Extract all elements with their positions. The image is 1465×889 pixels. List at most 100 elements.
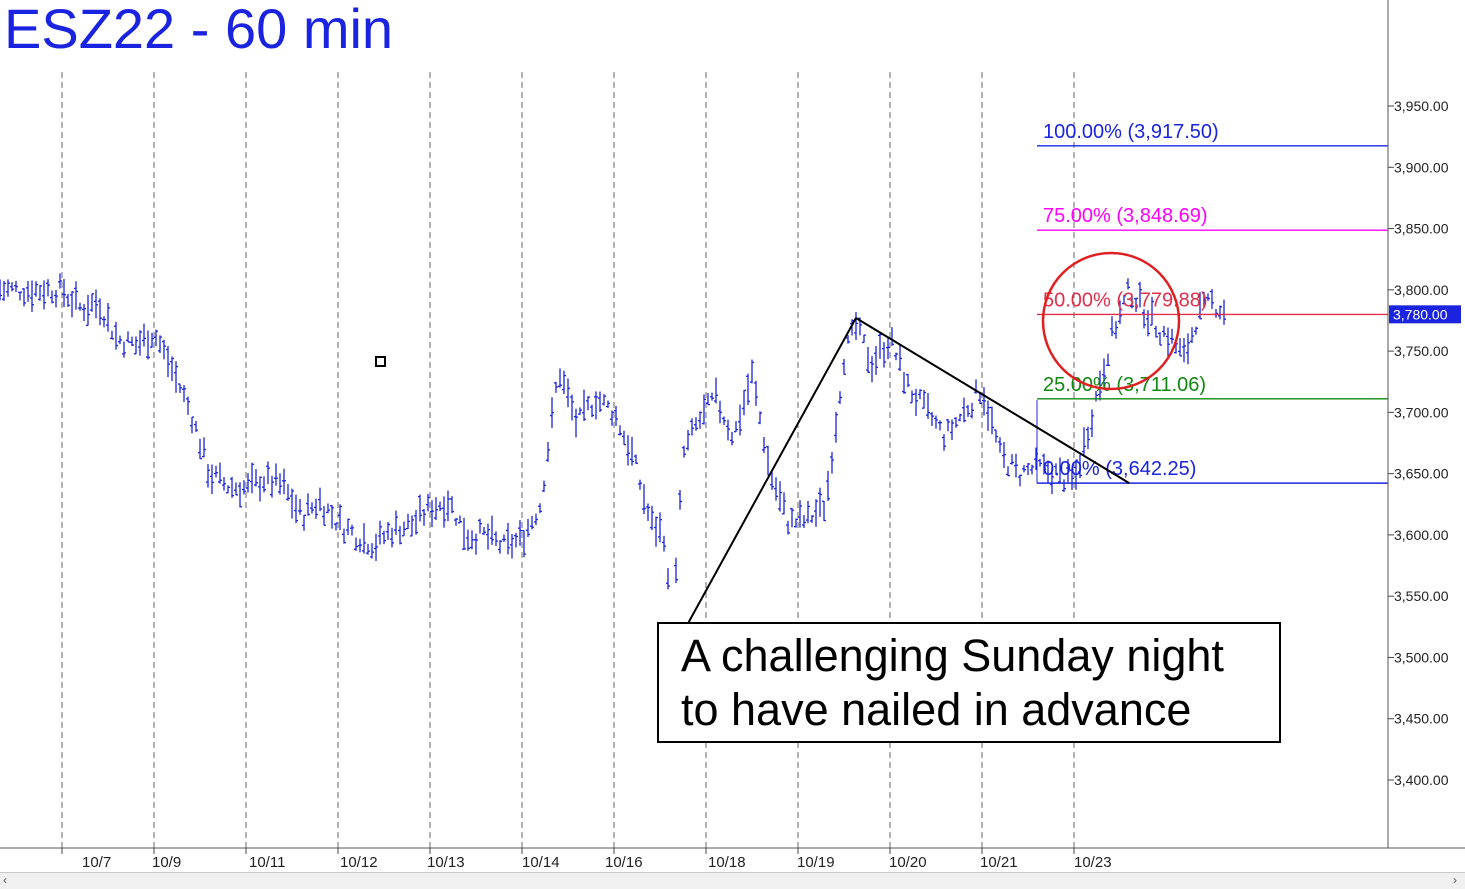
price-bar [230, 476, 234, 498]
price-bar [678, 490, 682, 510]
price-bar [1150, 296, 1154, 326]
price-bar [278, 473, 282, 495]
price-bar [50, 290, 54, 304]
price-bar [1090, 409, 1094, 438]
price-bar [998, 437, 1002, 453]
price-bar [1162, 325, 1166, 337]
price-bar [182, 385, 186, 402]
price-bar [202, 437, 206, 458]
price-bar [382, 530, 386, 545]
price-bar [298, 499, 302, 515]
x-tick-label: 10/19 [797, 854, 835, 871]
price-bar [390, 527, 394, 548]
price-bar [142, 323, 146, 347]
price-bar [1018, 474, 1022, 487]
price-bar [538, 503, 542, 514]
price-bar [1122, 294, 1126, 305]
price-bar [1110, 316, 1114, 337]
highlight-circle [1041, 251, 1181, 391]
price-bar [190, 416, 194, 434]
price-bar [630, 436, 634, 466]
price-bar [594, 391, 598, 420]
scroll-right-icon[interactable]: › [1453, 873, 1457, 887]
price-bar [1154, 325, 1158, 338]
price-bar [1186, 333, 1190, 365]
price-bar [30, 280, 34, 313]
price-bar [110, 330, 114, 340]
price-bar [950, 419, 954, 440]
price-bar [1014, 453, 1018, 478]
price-bar [94, 289, 98, 319]
price-bar [846, 335, 850, 344]
price-bar [786, 520, 790, 535]
x-tick-label: 10/13 [427, 854, 465, 871]
price-bar [726, 419, 730, 441]
price-bar [38, 284, 42, 301]
price-bar [694, 417, 698, 431]
price-bar [742, 389, 746, 416]
price-bar [350, 524, 354, 536]
price-bar [1106, 353, 1110, 366]
price-bar [362, 523, 366, 554]
fib-target-label: 0.00% (3,642.25) [1043, 458, 1196, 480]
price-bar [1074, 459, 1078, 490]
price-bar [590, 404, 594, 418]
price-bar [614, 405, 618, 426]
price-bar [802, 514, 806, 528]
price-bar [754, 380, 758, 406]
price-bar [718, 400, 722, 424]
price-bar [570, 394, 574, 421]
price-bar [158, 335, 162, 353]
horizontal-scrollbar[interactable]: ‹ › [0, 872, 1465, 889]
y-tick-label: 3,400.00 [1394, 772, 1449, 788]
y-tick-label: 3,950.00 [1394, 98, 1449, 114]
price-bar [878, 333, 882, 359]
price-bar [438, 501, 442, 512]
price-bar [662, 535, 666, 552]
x-tick-label: 10/21 [980, 854, 1018, 871]
price-bar [70, 291, 74, 318]
price-bar [966, 405, 970, 417]
price-bar [578, 407, 582, 415]
price-bar [466, 529, 470, 551]
price-bar [198, 438, 202, 460]
price-bar [1158, 332, 1162, 346]
price-bar [930, 412, 934, 426]
price-bar [758, 411, 762, 425]
price-bar [918, 389, 922, 400]
price-bar [174, 361, 178, 393]
price-bar [810, 515, 814, 523]
price-bar [286, 484, 290, 501]
price-bar [1042, 453, 1046, 475]
price-bar [646, 503, 650, 521]
y-tick-label: 3,500.00 [1394, 649, 1449, 665]
x-tick-label: 10/12 [340, 854, 378, 871]
price-bar [658, 512, 662, 543]
price-bar [262, 476, 266, 493]
price-bar [322, 506, 326, 526]
price-bar [814, 499, 818, 527]
price-bar [426, 493, 430, 512]
x-tick-label: 10/9 [152, 854, 181, 871]
price-bar [602, 394, 606, 406]
price-bar [518, 520, 522, 546]
price-bar [1114, 321, 1118, 339]
scroll-left-icon[interactable]: ‹ [3, 873, 7, 887]
abc-pattern-line [671, 317, 857, 654]
price-bar [418, 494, 422, 522]
price-bar [270, 475, 274, 498]
y-tick-label: 3,750.00 [1394, 343, 1449, 359]
price-bar [722, 416, 726, 425]
price-bar [1206, 293, 1210, 301]
price-bar [406, 513, 410, 530]
x-tick-label: 10/18 [708, 854, 746, 871]
price-bar [582, 389, 586, 422]
y-tick-label: 3,650.00 [1394, 466, 1449, 482]
price-bar [690, 418, 694, 436]
price-bar [822, 500, 826, 522]
x-tick-label: 10/14 [522, 854, 560, 871]
price-bar [634, 454, 638, 464]
price-bar [342, 528, 346, 544]
price-bar [1166, 327, 1170, 358]
fib-target-label: 25.00% (3,711.06) [1043, 374, 1206, 396]
